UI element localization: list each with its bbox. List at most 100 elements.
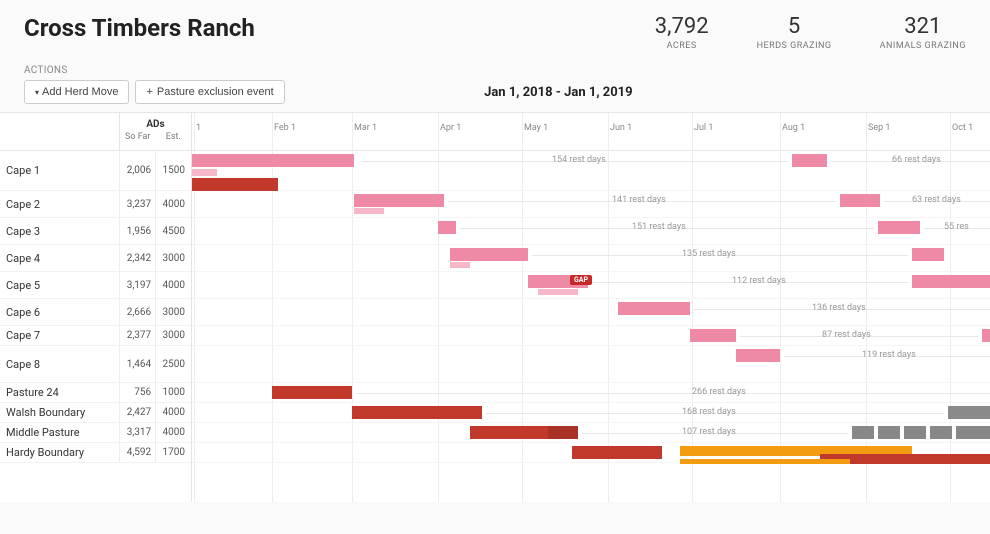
ads-est: 4500 <box>155 218 191 244</box>
grazing-bar[interactable] <box>912 248 944 261</box>
stats-container: 3,792ACRES5HERDS GRAZING321ANIMALS GRAZI… <box>655 14 966 51</box>
grazing-bar[interactable] <box>450 262 470 268</box>
stat-item: 3,792ACRES <box>655 14 709 51</box>
ads-est: 1700 <box>155 443 191 462</box>
pasture-exclusion-button[interactable]: +Pasture exclusion event <box>135 80 284 104</box>
stat-value: 321 <box>880 14 966 39</box>
grazing-bar[interactable] <box>352 406 482 419</box>
grazing-bar[interactable] <box>354 194 444 207</box>
pasture-row[interactable]: Cape 81,4642500 <box>0 346 191 383</box>
grazing-bar[interactable] <box>192 169 217 176</box>
exclusion-block[interactable] <box>878 426 900 439</box>
grazing-bar[interactable] <box>272 386 352 399</box>
exclusion-block[interactable] <box>930 426 952 439</box>
grazing-bar[interactable] <box>192 178 278 191</box>
grazing-bar[interactable] <box>438 221 456 234</box>
pasture-row[interactable]: Cape 53,1974000 <box>0 272 191 299</box>
grazing-bar[interactable] <box>450 248 528 261</box>
month-label: Aug 1 <box>782 123 805 133</box>
gap-badge: GAP <box>570 275 592 285</box>
grazing-bar[interactable] <box>618 302 690 315</box>
timeline-track[interactable]: 168 rest days <box>192 403 990 423</box>
pasture-name: Cape 7 <box>0 329 119 342</box>
grazing-bar[interactable] <box>538 289 578 295</box>
grazing-bar[interactable] <box>548 426 578 439</box>
pasture-row[interactable]: Cape 31,9564500 <box>0 218 191 245</box>
grazing-bar[interactable] <box>690 329 736 342</box>
grazing-chart: ADs So FarEst. Cape 12,0061500Cape 23,23… <box>0 112 990 502</box>
pasture-row[interactable]: Walsh Boundary2,4274000 <box>0 403 191 423</box>
exclusion-block[interactable] <box>852 426 874 439</box>
rest-days-label: 112 rest days <box>732 276 786 286</box>
timeline-track[interactable]: 266 rest days <box>192 383 990 403</box>
ads-sofar: 2,666 <box>119 299 155 325</box>
pasture-row[interactable]: Cape 42,3423000 <box>0 245 191 272</box>
rest-days-label: 55 res <box>944 222 969 232</box>
ads-sofar: 2,377 <box>119 326 155 345</box>
pasture-row[interactable]: Cape 62,6663000 <box>0 299 191 326</box>
pasture-name: Middle Pasture <box>0 426 119 439</box>
pasture-row[interactable]: Pasture 247561000 <box>0 383 191 403</box>
pasture-name: Cape 3 <box>0 225 119 238</box>
timeline-track[interactable]: 107 rest days <box>192 423 990 443</box>
rest-days-label: 87 rest days <box>822 330 871 340</box>
month-label: Jun 1 <box>610 123 632 133</box>
month-label: Feb 1 <box>274 123 296 133</box>
grazing-bar[interactable] <box>912 275 990 288</box>
timeline-track[interactable] <box>192 443 990 463</box>
date-range[interactable]: Jan 1, 2018 - Jan 1, 2019 <box>291 85 826 100</box>
month-label: Apr 1 <box>440 123 461 133</box>
pasture-name: Pasture 24 <box>0 386 119 399</box>
rest-days-label: 66 rest days <box>892 155 941 165</box>
pasture-row[interactable]: Cape 72,3773000 <box>0 326 191 346</box>
ads-est: 3000 <box>155 326 191 345</box>
timeline-track[interactable]: 141 rest days63 rest days <box>192 191 990 218</box>
grazing-bar[interactable] <box>680 459 850 464</box>
grazing-bar[interactable] <box>192 154 354 167</box>
grazing-bar[interactable] <box>840 194 880 207</box>
ads-sofar: 3,197 <box>119 272 155 298</box>
rest-days-label: 266 rest days <box>692 387 746 397</box>
timeline-track[interactable]: 154 rest days66 rest days <box>192 151 990 191</box>
stat-label: ANIMALS GRAZING <box>880 41 966 51</box>
pasture-row[interactable]: Cape 12,0061500 <box>0 151 191 191</box>
timeline-track[interactable]: 119 rest days <box>192 346 990 383</box>
rest-days-label: 63 rest days <box>912 195 961 205</box>
ads-sofar: 4,592 <box>119 443 155 462</box>
pasture-name: Walsh Boundary <box>0 406 119 419</box>
grazing-bar[interactable] <box>948 406 990 419</box>
pasture-name: Cape 1 <box>0 164 119 177</box>
ads-est: 4000 <box>155 191 191 217</box>
grazing-bar[interactable] <box>354 208 384 214</box>
pasture-name: Cape 8 <box>0 358 119 371</box>
ads-est: 4000 <box>155 403 191 422</box>
exclusion-block[interactable] <box>904 426 926 439</box>
ads-est: 2500 <box>155 346 191 382</box>
timeline-track[interactable]: 87 rest days <box>192 326 990 346</box>
add-herd-move-button[interactable]: ▾Add Herd Move <box>24 80 129 104</box>
timeline-track[interactable]: 151 rest days55 res <box>192 218 990 245</box>
pasture-name: Cape 4 <box>0 252 119 265</box>
stat-label: ACRES <box>655 41 709 51</box>
ads-sofar: 2,006 <box>119 151 155 190</box>
col-ads-header: ADs So FarEst. <box>119 113 191 150</box>
ads-est: 3000 <box>155 245 191 271</box>
pasture-row[interactable]: Cape 23,2374000 <box>0 191 191 218</box>
timeline-track[interactable]: 112 rest days GAP <box>192 272 990 299</box>
ads-sofar: 3,237 <box>119 191 155 217</box>
timeline-track[interactable]: 135 rest days <box>192 245 990 272</box>
rest-days-label: 119 rest days <box>862 350 916 360</box>
pasture-row[interactable]: Middle Pasture3,3174000 <box>0 423 191 443</box>
grazing-bar[interactable] <box>982 329 990 342</box>
page-title: Cross Timbers Ranch <box>24 14 255 42</box>
ads-sofar: 1,956 <box>119 218 155 244</box>
grazing-bar[interactable] <box>792 154 827 167</box>
ads-sofar: 1,464 <box>119 346 155 382</box>
grazing-bar[interactable] <box>572 446 662 459</box>
grazing-bar[interactable] <box>878 221 920 234</box>
pasture-row[interactable]: Hardy Boundary4,5921700 <box>0 443 191 463</box>
month-label: Jul 1 <box>694 123 713 133</box>
timeline-track[interactable]: 136 rest days <box>192 299 990 326</box>
grazing-bar[interactable] <box>736 349 780 362</box>
exclusion-block[interactable] <box>956 426 990 439</box>
